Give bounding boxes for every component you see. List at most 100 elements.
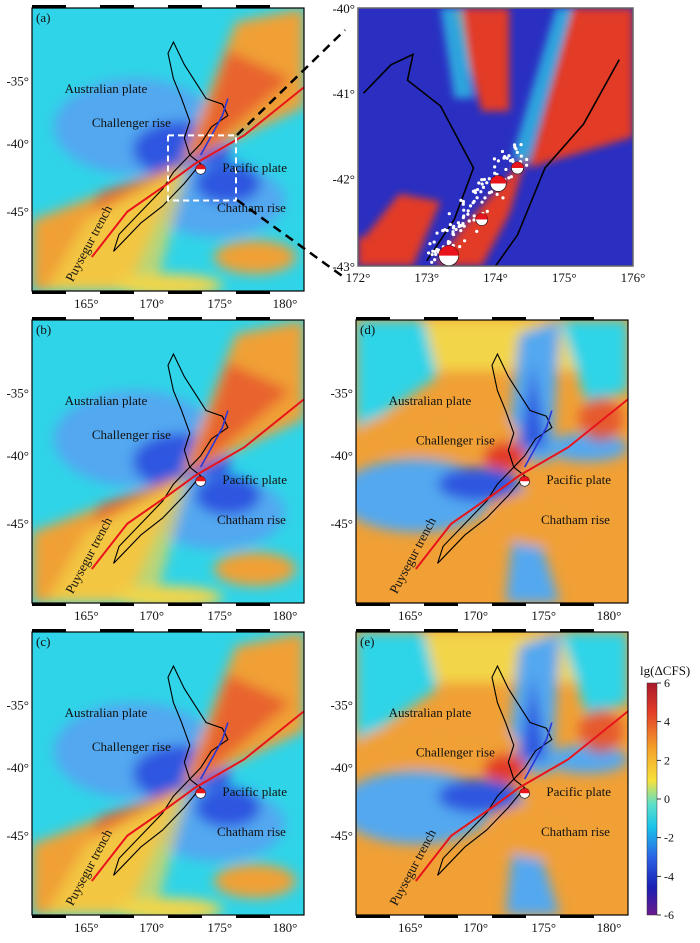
colorbar-tick: 6 bbox=[664, 676, 670, 690]
aftershock-dot bbox=[481, 185, 486, 189]
aftershock-dot bbox=[456, 221, 460, 225]
aftershock-dot bbox=[475, 196, 479, 200]
lon-tick: 180° bbox=[597, 608, 622, 623]
aftershock-dot bbox=[447, 212, 451, 216]
aftershock-dot bbox=[479, 190, 483, 194]
aftershock-dot bbox=[431, 249, 435, 253]
lon-tick: 170° bbox=[139, 608, 164, 623]
label-challenger: Challenger rise bbox=[92, 427, 171, 442]
aftershock-dot bbox=[454, 227, 458, 232]
panel-label: (a) bbox=[36, 10, 50, 25]
aftershock-dot bbox=[462, 214, 466, 218]
lon-tick: 180° bbox=[597, 920, 622, 935]
lon-tick: 180° bbox=[273, 920, 298, 935]
label-challenger: Challenger rise bbox=[416, 745, 495, 760]
north-island-outline bbox=[167, 664, 229, 781]
aftershock-dot bbox=[485, 209, 489, 213]
aftershock-dot bbox=[512, 143, 517, 147]
lat-tick: -45° bbox=[6, 516, 29, 531]
lon-tick: 175° bbox=[207, 608, 232, 623]
label-pacific: Pacific plate bbox=[222, 784, 287, 799]
inset-lon-tick: 173° bbox=[414, 270, 439, 285]
lon-tick: 170° bbox=[139, 296, 164, 311]
aftershock-dot bbox=[466, 209, 470, 213]
label-chatham: Chatham rise bbox=[541, 824, 610, 839]
aftershock-dot bbox=[496, 159, 501, 163]
inset-lat-tick: -41° bbox=[332, 86, 355, 101]
aftershock-dot bbox=[458, 245, 462, 249]
aftershock-dot bbox=[472, 218, 476, 222]
aftershock-dot bbox=[434, 252, 438, 256]
aftershock-dot bbox=[443, 228, 447, 232]
inset-lat-tick: -42° bbox=[332, 171, 355, 186]
aftershock-dot bbox=[519, 142, 523, 147]
lat-tick: -40° bbox=[6, 136, 29, 151]
aftershock-dot bbox=[507, 176, 511, 180]
lon-tick: 180° bbox=[273, 608, 298, 623]
aftershock-dot bbox=[426, 251, 431, 255]
inset-lon-tick: 175° bbox=[552, 270, 577, 285]
inset-coastline bbox=[362, 53, 475, 262]
aftershock-dot bbox=[472, 199, 476, 203]
aftershock-dot bbox=[463, 239, 467, 243]
inset-lat-tick: -43° bbox=[332, 259, 355, 274]
lon-tick: 170° bbox=[139, 920, 164, 935]
aftershock-dot bbox=[480, 200, 484, 204]
plate-boundary-fault bbox=[91, 710, 304, 882]
inset-connector-lines bbox=[236, 29, 346, 280]
aftershock-dot bbox=[446, 241, 450, 245]
hikurangi-fault bbox=[199, 98, 229, 156]
aftershock-dot bbox=[501, 196, 505, 200]
aftershock-dot bbox=[511, 158, 515, 162]
inset-lon-tick: 172° bbox=[346, 270, 371, 285]
lon-tick: 175° bbox=[207, 920, 232, 935]
aftershock-dot bbox=[514, 147, 518, 151]
aftershock-dot bbox=[493, 165, 497, 169]
aftershock-dot bbox=[428, 242, 432, 246]
inset-lon-tick: 174° bbox=[483, 270, 508, 285]
lat-tick: -35° bbox=[330, 698, 353, 713]
aftershock-dot bbox=[507, 154, 511, 158]
plate-boundary-fault bbox=[91, 398, 304, 570]
lat-tick: -40° bbox=[330, 760, 353, 775]
aftershock-dot bbox=[448, 222, 452, 227]
aftershock-dot bbox=[483, 196, 487, 200]
label-australian: Australian plate bbox=[65, 393, 148, 408]
aftershock-dot bbox=[471, 189, 476, 193]
lon-tick: 175° bbox=[207, 296, 232, 311]
label-chatham: Chatham rise bbox=[217, 824, 286, 839]
colorbar-tick: -4 bbox=[664, 869, 674, 883]
label-challenger: Challenger rise bbox=[416, 433, 495, 448]
lat-tick: -45° bbox=[330, 828, 353, 843]
lon-tick: 175° bbox=[531, 608, 556, 623]
aftershock-dot bbox=[430, 260, 434, 264]
plate-boundary-fault bbox=[415, 710, 628, 882]
aftershock-dot bbox=[489, 190, 494, 194]
north-island-outline bbox=[167, 352, 229, 469]
lon-tick: 165° bbox=[74, 608, 99, 623]
lon-tick: 170° bbox=[463, 920, 488, 935]
plate-boundary-fault bbox=[415, 398, 628, 570]
aftershock-dot bbox=[472, 214, 476, 218]
label-australian: Australian plate bbox=[65, 705, 148, 720]
aftershock-dot bbox=[435, 231, 439, 235]
aftershock-dot bbox=[480, 182, 484, 186]
lat-tick: -45° bbox=[6, 828, 29, 843]
aftershock-dot bbox=[461, 202, 465, 206]
label-challenger: Challenger rise bbox=[92, 115, 171, 130]
aftershock-dot bbox=[487, 177, 491, 181]
aftershock-dot bbox=[477, 181, 481, 185]
aftershock-dot bbox=[475, 229, 479, 233]
north-island-outline bbox=[167, 40, 229, 157]
aftershock-dot bbox=[482, 177, 487, 182]
colorbar-tick: -2 bbox=[664, 831, 674, 845]
inset-lat-tick: -40° bbox=[332, 1, 355, 16]
aftershock-dot bbox=[475, 187, 480, 192]
lat-tick: -45° bbox=[6, 204, 29, 219]
aftershock-dot bbox=[519, 154, 523, 158]
panel-a: (a) Australian plate Challenger rise Pacifi… bbox=[6, 5, 305, 311]
label-chatham: Chatham rise bbox=[217, 200, 286, 215]
lon-tick: 175° bbox=[531, 920, 556, 935]
lat-tick: -35° bbox=[6, 698, 29, 713]
